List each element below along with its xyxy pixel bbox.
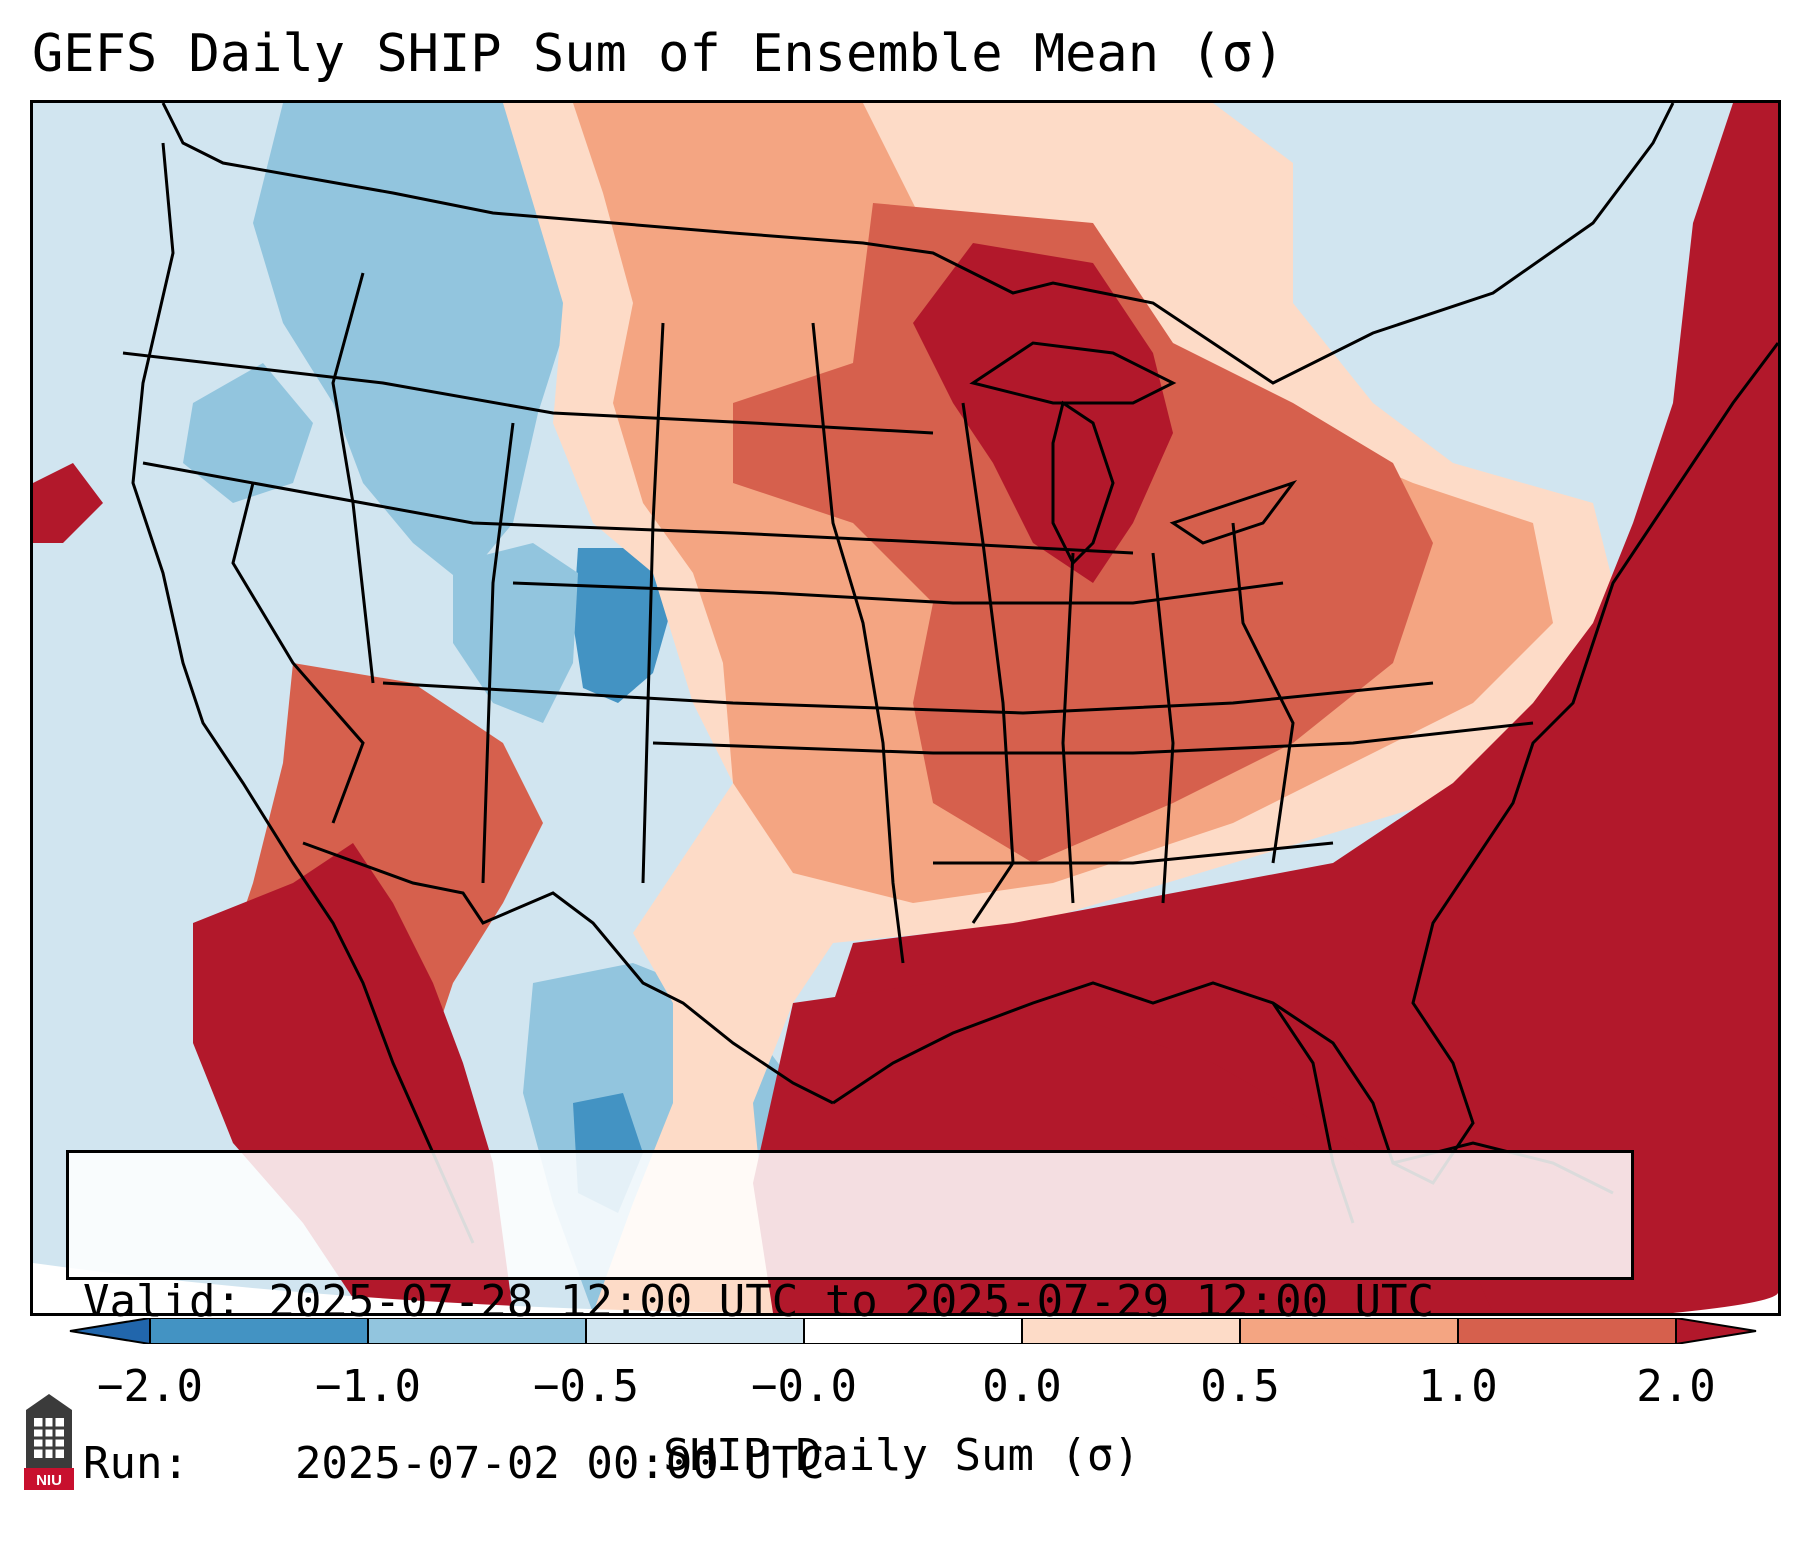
tick-label: −2.0 [97,1361,203,1412]
valid-run-info-box: Valid: 2025-07-28 12:00 UTC to 2025-07-2… [66,1150,1634,1489]
colorbar-extend-low [70,1318,150,1344]
state-line-v1 [231,482,365,824]
field-neg-0-5-utah [453,543,578,723]
domain-edge-bottom [33,1263,933,1313]
gulf-coast [832,342,1778,1185]
us-mexico-border [302,841,834,1105]
state-line-1 [122,351,934,435]
colorbar-extend-high [1676,1318,1756,1344]
state-line-4 [382,681,1434,715]
state-line-v4 [641,322,665,884]
colorbar-svg [69,1317,1757,1345]
tick-label: −1.0 [315,1361,421,1412]
state-line-6 [933,841,1334,865]
colorbar-segment-3 [586,1318,804,1344]
state-line-3 [512,581,1284,605]
west-coast [131,142,475,1244]
tick-label: 2.0 [1636,1361,1716,1412]
colorbar-ticks: −2.0 −1.0 −0.5 −0.0 0.0 0.5 1.0 2.0 [0,1360,1803,1420]
state-line-v8 [1151,552,1175,904]
us-canada-border [161,103,1675,385]
state-line-v2 [331,272,375,684]
run-value: 2025-07-02 00:00 UTC [294,1438,825,1489]
run-label: Run: [83,1438,189,1489]
great-lakes-michigan [1051,400,1115,566]
colorbar-segment-5 [1022,1318,1240,1344]
field-pos-2-east-coast [833,103,1778,1313]
tick-label: −0.5 [533,1361,639,1412]
state-line-5 [652,721,1534,755]
field-neg-0-5-oregon [183,363,313,503]
state-line-v6 [961,402,1015,924]
field-pos-2-pacific-patch [33,463,103,543]
map-panel [30,100,1781,1316]
colorbar-segment-2 [368,1318,586,1344]
state-line-v9 [1231,522,1295,864]
tick-label: 0.5 [1200,1361,1280,1412]
university-tower-icon: NIU [20,1392,78,1492]
map-canvas [33,103,1778,1313]
colorbar-segment-6 [1240,1318,1458,1344]
field-neg-0-5-northwest [253,103,573,583]
state-line-v7 [1061,552,1075,904]
tick-label: −0.0 [751,1361,857,1412]
state-line-2 [142,461,1134,555]
great-lakes-superior [969,341,1177,405]
colorbar-label: SHIP Daily Sum (σ) [663,1430,1140,1481]
colorbar-segment-1 [150,1318,368,1344]
state-line-v3 [481,422,515,884]
domain-edge-right [1673,1293,1778,1313]
colorbar-segment-7 [1458,1318,1676,1344]
tick-label: 1.0 [1418,1361,1498,1412]
run-row: Run: 2025-07-02 00:00 UTC [83,1437,1617,1491]
great-lakes-erie [1169,480,1298,545]
tick-label: 0.0 [982,1361,1062,1412]
map-title: GEFS Daily SHIP Sum of Ensemble Mean (σ) [32,24,1285,84]
colorbar-segment-4 [804,1318,1022,1344]
logo-text: NIU [36,1472,62,1489]
colorbar [0,1317,1803,1345]
state-line-v5 [811,322,905,964]
